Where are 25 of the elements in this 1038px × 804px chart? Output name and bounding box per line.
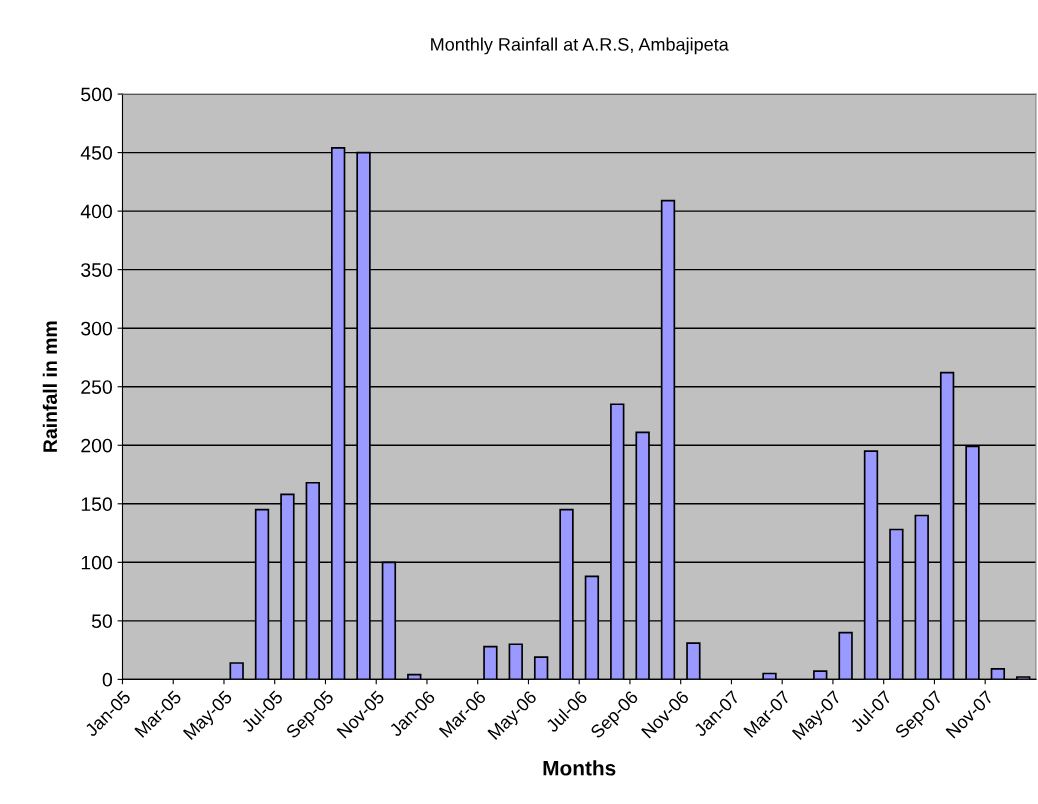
bar	[483, 645, 498, 680]
y-tick-label: 100	[81, 555, 112, 570]
bar	[1016, 676, 1031, 680]
y-tick-label: 200	[81, 438, 112, 453]
chart-title: Monthly Rainfall at A.R.S, Ambajipeta	[431, 37, 729, 55]
y-tick-label: 350	[81, 263, 112, 277]
y-tick-label: 250	[81, 380, 112, 394]
y-tick-label: 300	[81, 321, 112, 336]
bar	[229, 662, 244, 680]
y-tick-label: 0	[102, 672, 112, 687]
y-tick-label: 450	[80, 146, 112, 160]
y-tick-label: 400	[80, 204, 112, 219]
bar	[407, 673, 422, 680]
bar	[508, 643, 523, 680]
y-tick-label: 50	[91, 614, 112, 629]
bar	[813, 670, 828, 680]
bar	[533, 656, 549, 680]
y-tick-label: 500	[81, 87, 112, 102]
bar	[990, 668, 1006, 680]
y-tick-label: 150	[81, 497, 112, 512]
x-axis-title: Months	[543, 760, 616, 776]
bar	[762, 672, 777, 680]
y-axis-title: Rainfall in mm	[42, 321, 58, 452]
bar	[686, 642, 701, 680]
bar	[838, 631, 853, 680]
